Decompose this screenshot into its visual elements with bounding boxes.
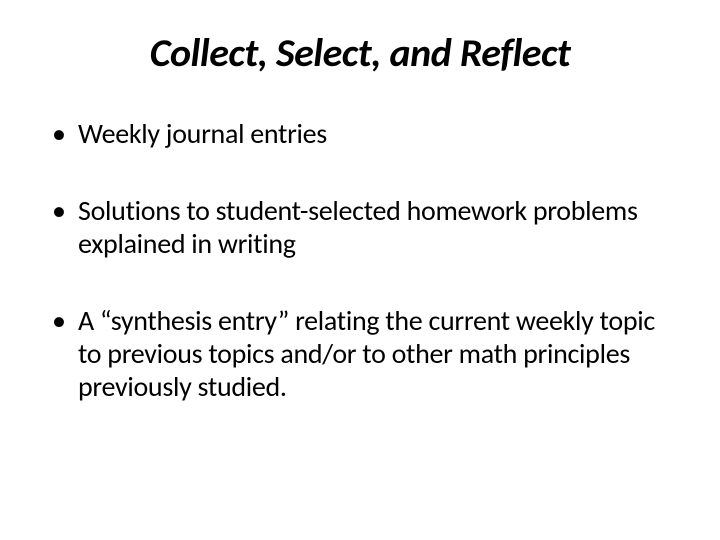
list-item: A “synthesis entry” relating the current… — [50, 304, 670, 403]
slide-title: Collect, Select, and Reflect — [50, 28, 670, 77]
slide-container: Collect, Select, and Reflect Weekly jour… — [0, 0, 720, 540]
list-item: Weekly journal entries — [50, 117, 670, 150]
bullet-list: Weekly journal entries Solutions to stud… — [50, 117, 670, 403]
list-item: Solutions to student-selected homework p… — [50, 194, 670, 260]
